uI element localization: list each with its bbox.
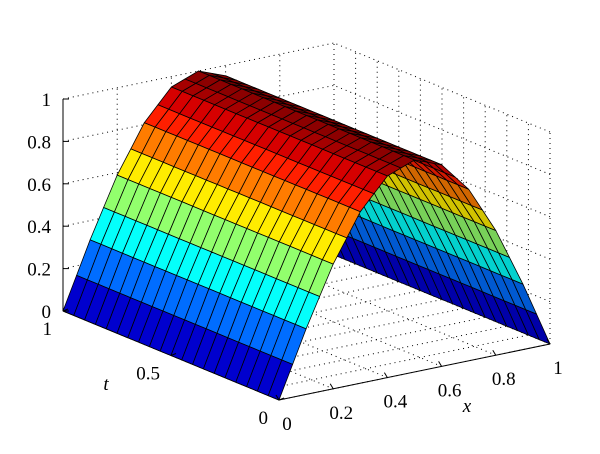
- gridline-floor-t: [214, 316, 486, 374]
- gridline-backwall-z: [62, 42, 335, 100]
- gridline-floor-t: [106, 272, 378, 330]
- z-tick-label: 0.6: [27, 175, 51, 196]
- x-tick-mark: [492, 349, 497, 356]
- x-tick-label: 0.4: [384, 392, 408, 413]
- x-tick-mark: [438, 361, 443, 367]
- t-tick-label: 1: [43, 319, 53, 340]
- z-tick-label: 0.4: [27, 217, 51, 238]
- gridline-floor-t: [170, 299, 443, 356]
- z-tick-label: 1: [42, 90, 52, 111]
- x-tick-label: 1: [553, 358, 563, 379]
- gridline-floor-t: [192, 307, 464, 365]
- surface-face: [267, 359, 294, 401]
- x-tick-label: 0: [282, 414, 292, 435]
- x-tick-mark: [383, 372, 388, 378]
- t-tick-label: 0: [259, 408, 269, 429]
- x-tick-mark: [546, 338, 551, 345]
- z-tick-label: 0: [42, 302, 52, 323]
- z-tick-label: 0.8: [27, 132, 51, 153]
- gridline-floor-t: [257, 334, 529, 392]
- x-tick-label: 0.6: [438, 380, 462, 401]
- t-tick-label: 0.5: [136, 364, 160, 385]
- gridline-backwall-z: [62, 84, 335, 142]
- x-axis-line: [278, 343, 551, 401]
- t-tick-mark: [278, 397, 285, 401]
- t-tick-mark: [62, 308, 69, 312]
- x-tick-label: 0.2: [329, 403, 353, 424]
- gridline-floor-t: [149, 290, 421, 348]
- t-tick-mark: [170, 353, 177, 356]
- gridline-floor-t: [235, 325, 507, 383]
- z-tick-label: 0.2: [27, 260, 51, 281]
- t-axis-label: t: [103, 374, 109, 395]
- x-tick-label: 0.8: [492, 369, 516, 390]
- gridline-floor-t: [127, 281, 399, 339]
- x-axis-label: x: [462, 396, 472, 417]
- x-tick-mark: [329, 383, 334, 390]
- surface-mesh: [62, 70, 551, 401]
- x-tick-mark: [275, 394, 280, 401]
